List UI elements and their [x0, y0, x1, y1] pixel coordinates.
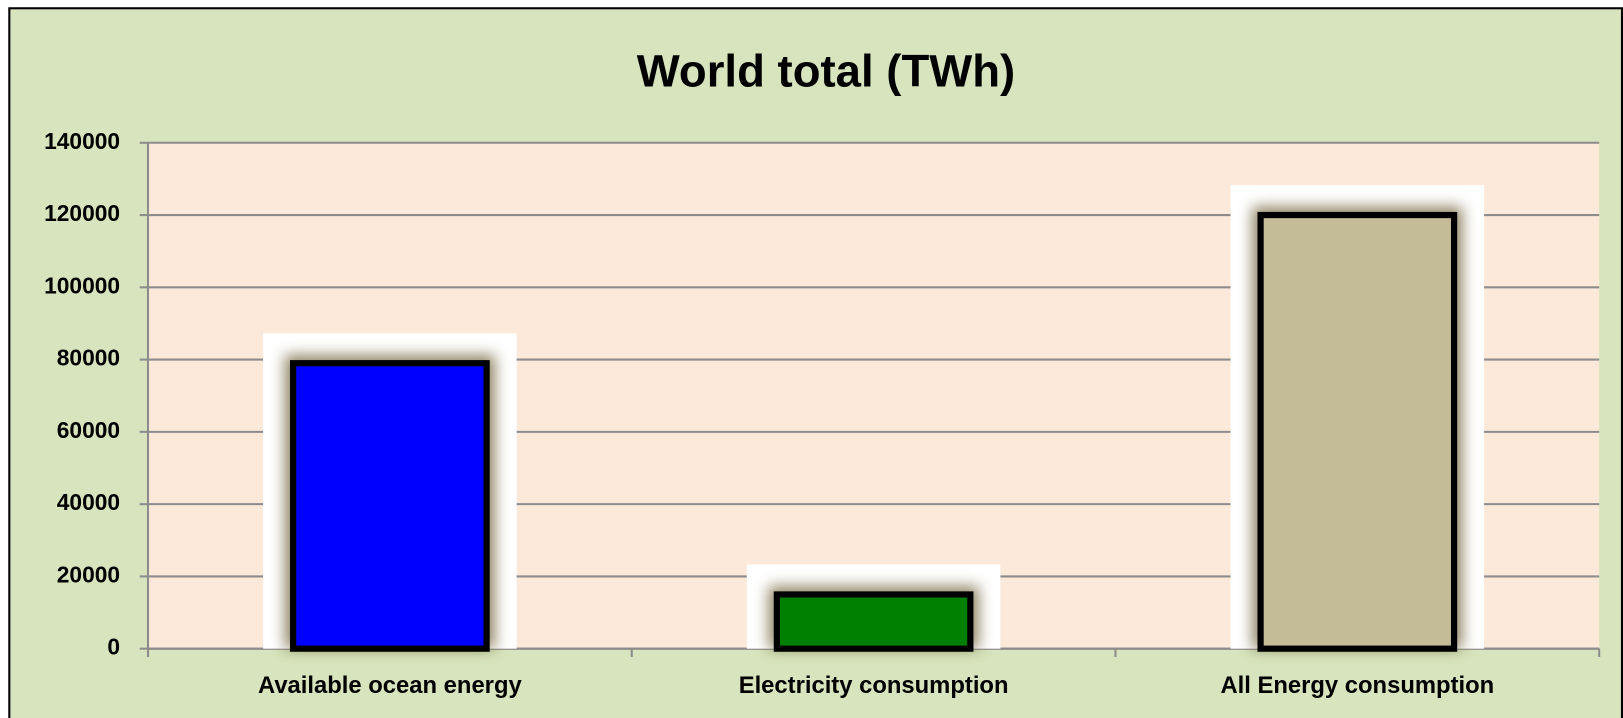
y-tick-label: 140000 [44, 128, 120, 154]
y-tick-label: 100000 [44, 272, 120, 298]
y-tick-label: 120000 [44, 200, 120, 226]
x-tick-label: Available ocean energy [258, 672, 522, 699]
x-tick-label: All Energy consumption [1220, 672, 1494, 699]
x-tick-label: Electricity consumption [739, 672, 1009, 699]
y-tick-label: 60000 [57, 417, 120, 443]
y-tick-label: 0 [107, 634, 120, 660]
chart-title: World total (TWh) [637, 46, 1015, 97]
y-tick-label: 20000 [57, 561, 120, 587]
bar [290, 360, 490, 652]
bar [773, 591, 974, 652]
bar [1257, 211, 1458, 652]
y-tick-label: 80000 [57, 345, 120, 371]
y-tick-label: 40000 [57, 489, 120, 515]
